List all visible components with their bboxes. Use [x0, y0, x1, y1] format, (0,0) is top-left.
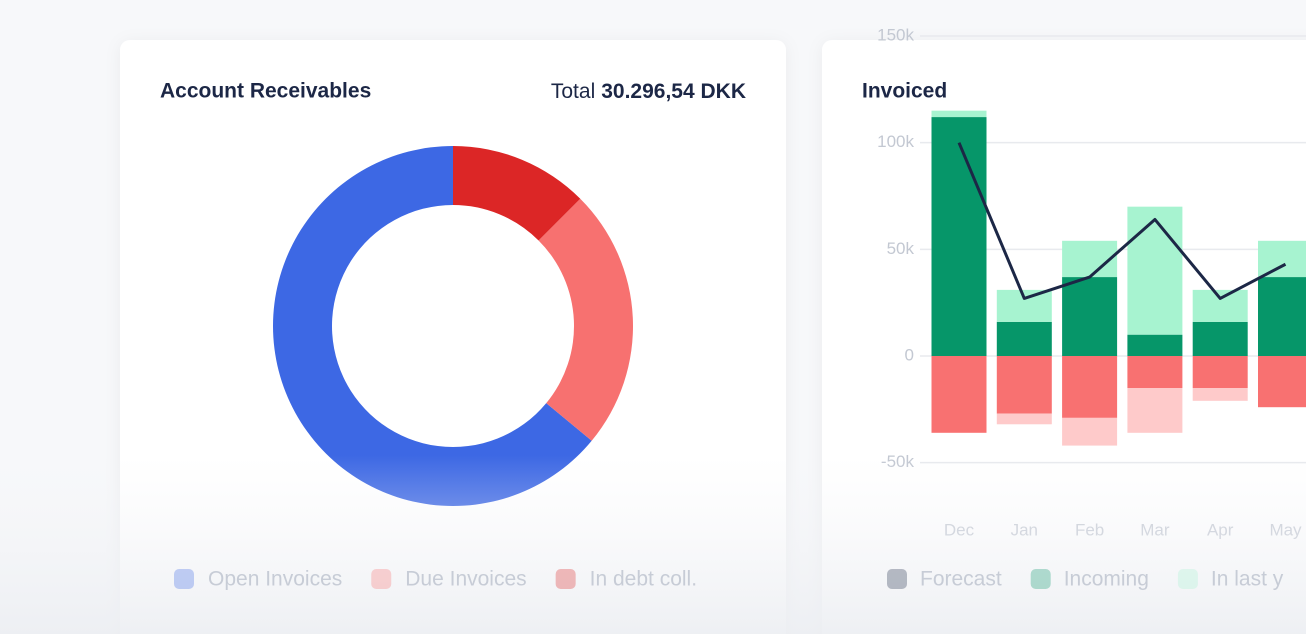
bar-segment	[1127, 356, 1183, 388]
bar-segment	[1192, 321, 1248, 356]
bar-segment	[1127, 334, 1183, 356]
forecast-line	[957, 142, 1287, 300]
bar-segment	[1192, 356, 1248, 388]
bar-segment	[1062, 277, 1118, 356]
legends: Open Invoices Due Invoices In debt coll. Fo…	[174, 568, 1284, 591]
legend-label: In debt coll.	[590, 568, 697, 591]
legend-swatch	[371, 569, 392, 589]
legend-label: Open Invoices	[208, 568, 342, 591]
legend-label: In last y	[1211, 568, 1284, 591]
card-title: Account Receivables	[160, 80, 371, 103]
legend-swatch	[1177, 569, 1198, 589]
bar-segment	[996, 321, 1052, 356]
bar-segment	[1127, 388, 1183, 433]
legend-swatch	[174, 569, 194, 589]
legend-swatch	[555, 569, 576, 589]
legend-swatch	[887, 569, 907, 589]
donut-slice	[538, 198, 633, 441]
bar-segment	[1062, 417, 1118, 446]
bar-segment	[1192, 388, 1248, 401]
legend-swatch	[1030, 569, 1051, 589]
bar-segment	[996, 413, 1052, 425]
y-tick-label: 150k	[877, 25, 914, 44]
y-tick-label: -50k	[881, 452, 915, 471]
legend-label: Forecast	[920, 568, 1002, 591]
x-tick-label: Feb	[1075, 520, 1104, 539]
y-tick-label: 50k	[887, 239, 915, 258]
x-tick-label: Jan	[1011, 520, 1038, 539]
x-tick-label: Apr	[1207, 520, 1234, 539]
bar-segment	[1127, 206, 1183, 335]
card	[120, 40, 786, 634]
donut-slice	[272, 146, 592, 507]
total-label: Total	[551, 80, 595, 103]
bar-segment	[996, 356, 1052, 414]
bar-segment	[931, 356, 987, 433]
donut-slice	[453, 146, 581, 241]
bar-segment	[1062, 356, 1118, 418]
total-value: 30.296,54 DKK	[601, 80, 746, 103]
y-tick-label: 100k	[877, 132, 914, 151]
bar-segment	[1258, 277, 1306, 356]
y-tick-label: 0	[905, 345, 914, 364]
x-tick-label: Dec	[944, 520, 975, 539]
bar-segment	[931, 110, 987, 118]
total: Total 30.296,54 DKK	[551, 80, 746, 103]
card-title: Invoiced	[862, 80, 947, 103]
legend-label: Incoming	[1064, 568, 1149, 591]
x-tick-label: Mar	[1140, 520, 1170, 539]
x-tick-label: May	[1269, 520, 1302, 539]
bar-segment	[1192, 289, 1248, 322]
bar-segment	[1258, 240, 1306, 278]
bar-segment	[931, 117, 987, 356]
legend-label: Due Invoices	[405, 568, 526, 591]
bar-segment	[1258, 356, 1306, 408]
